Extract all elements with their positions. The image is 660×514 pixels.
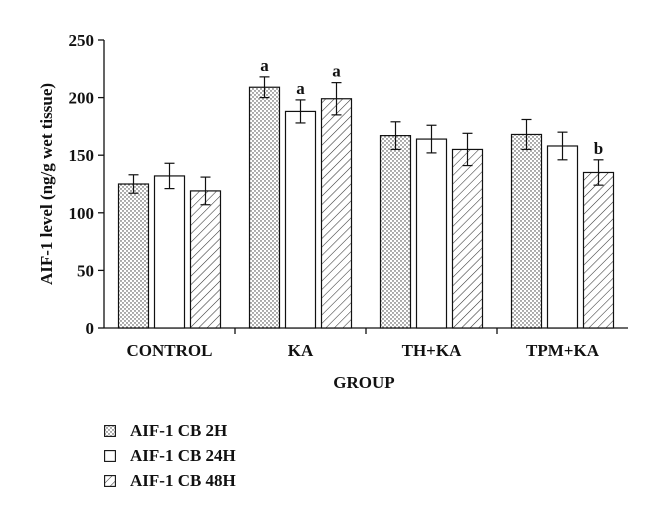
legend-swatch	[104, 449, 116, 462]
legend-label: AIF-1 CB 2H	[130, 420, 228, 440]
y-tick-label: 50	[77, 261, 94, 280]
x-tick-label: KA	[288, 341, 314, 360]
bar	[117, 183, 150, 329]
legend-label: AIF-1 CB 48H	[130, 470, 236, 490]
bar	[379, 135, 412, 329]
bar	[510, 133, 543, 329]
bar	[189, 190, 222, 329]
bar	[153, 175, 186, 329]
bar	[284, 110, 317, 329]
bar	[582, 171, 615, 329]
bar	[320, 98, 353, 329]
bar	[248, 86, 281, 329]
bar	[415, 138, 448, 329]
x-tick-label: TPM+KA	[526, 341, 600, 360]
plot-area: 0 50 100 150 200 250 CONTROL KA a a a TH+KA TPM+KA b	[69, 31, 628, 360]
legend-swatch	[104, 474, 116, 487]
significance-label: a	[260, 56, 269, 75]
y-axis-title: AIF-1 level (ng/g wet tissue)	[37, 83, 56, 285]
bar	[546, 145, 579, 329]
legend: AIF-1 CB 2H AIF-1 CB 24H AIF-1 CB 48H	[104, 418, 236, 493]
y-tick-label: 0	[86, 319, 95, 338]
legend-item: AIF-1 CB 48H	[104, 468, 236, 493]
y-tick-label: 150	[69, 146, 95, 165]
legend-swatch	[104, 424, 116, 437]
significance-label: b	[594, 139, 603, 158]
bar	[451, 148, 484, 329]
x-axis-title: GROUP	[333, 373, 394, 392]
legend-swatch-rect	[104, 449, 116, 462]
y-tick-label: 100	[69, 204, 95, 223]
legend-item: AIF-1 CB 24H	[104, 443, 236, 468]
significance-label: a	[296, 79, 305, 98]
significance-label: a	[332, 62, 341, 81]
legend-label: AIF-1 CB 24H	[130, 445, 236, 465]
x-tick-label: CONTROL	[127, 341, 213, 360]
y-tick-label: 200	[69, 89, 95, 108]
legend-item: AIF-1 CB 2H	[104, 418, 236, 443]
x-tick-label: TH+KA	[402, 341, 462, 360]
legend-swatch-rect	[104, 424, 116, 437]
y-tick-label: 250	[69, 31, 95, 50]
legend-swatch-rect	[104, 474, 116, 487]
